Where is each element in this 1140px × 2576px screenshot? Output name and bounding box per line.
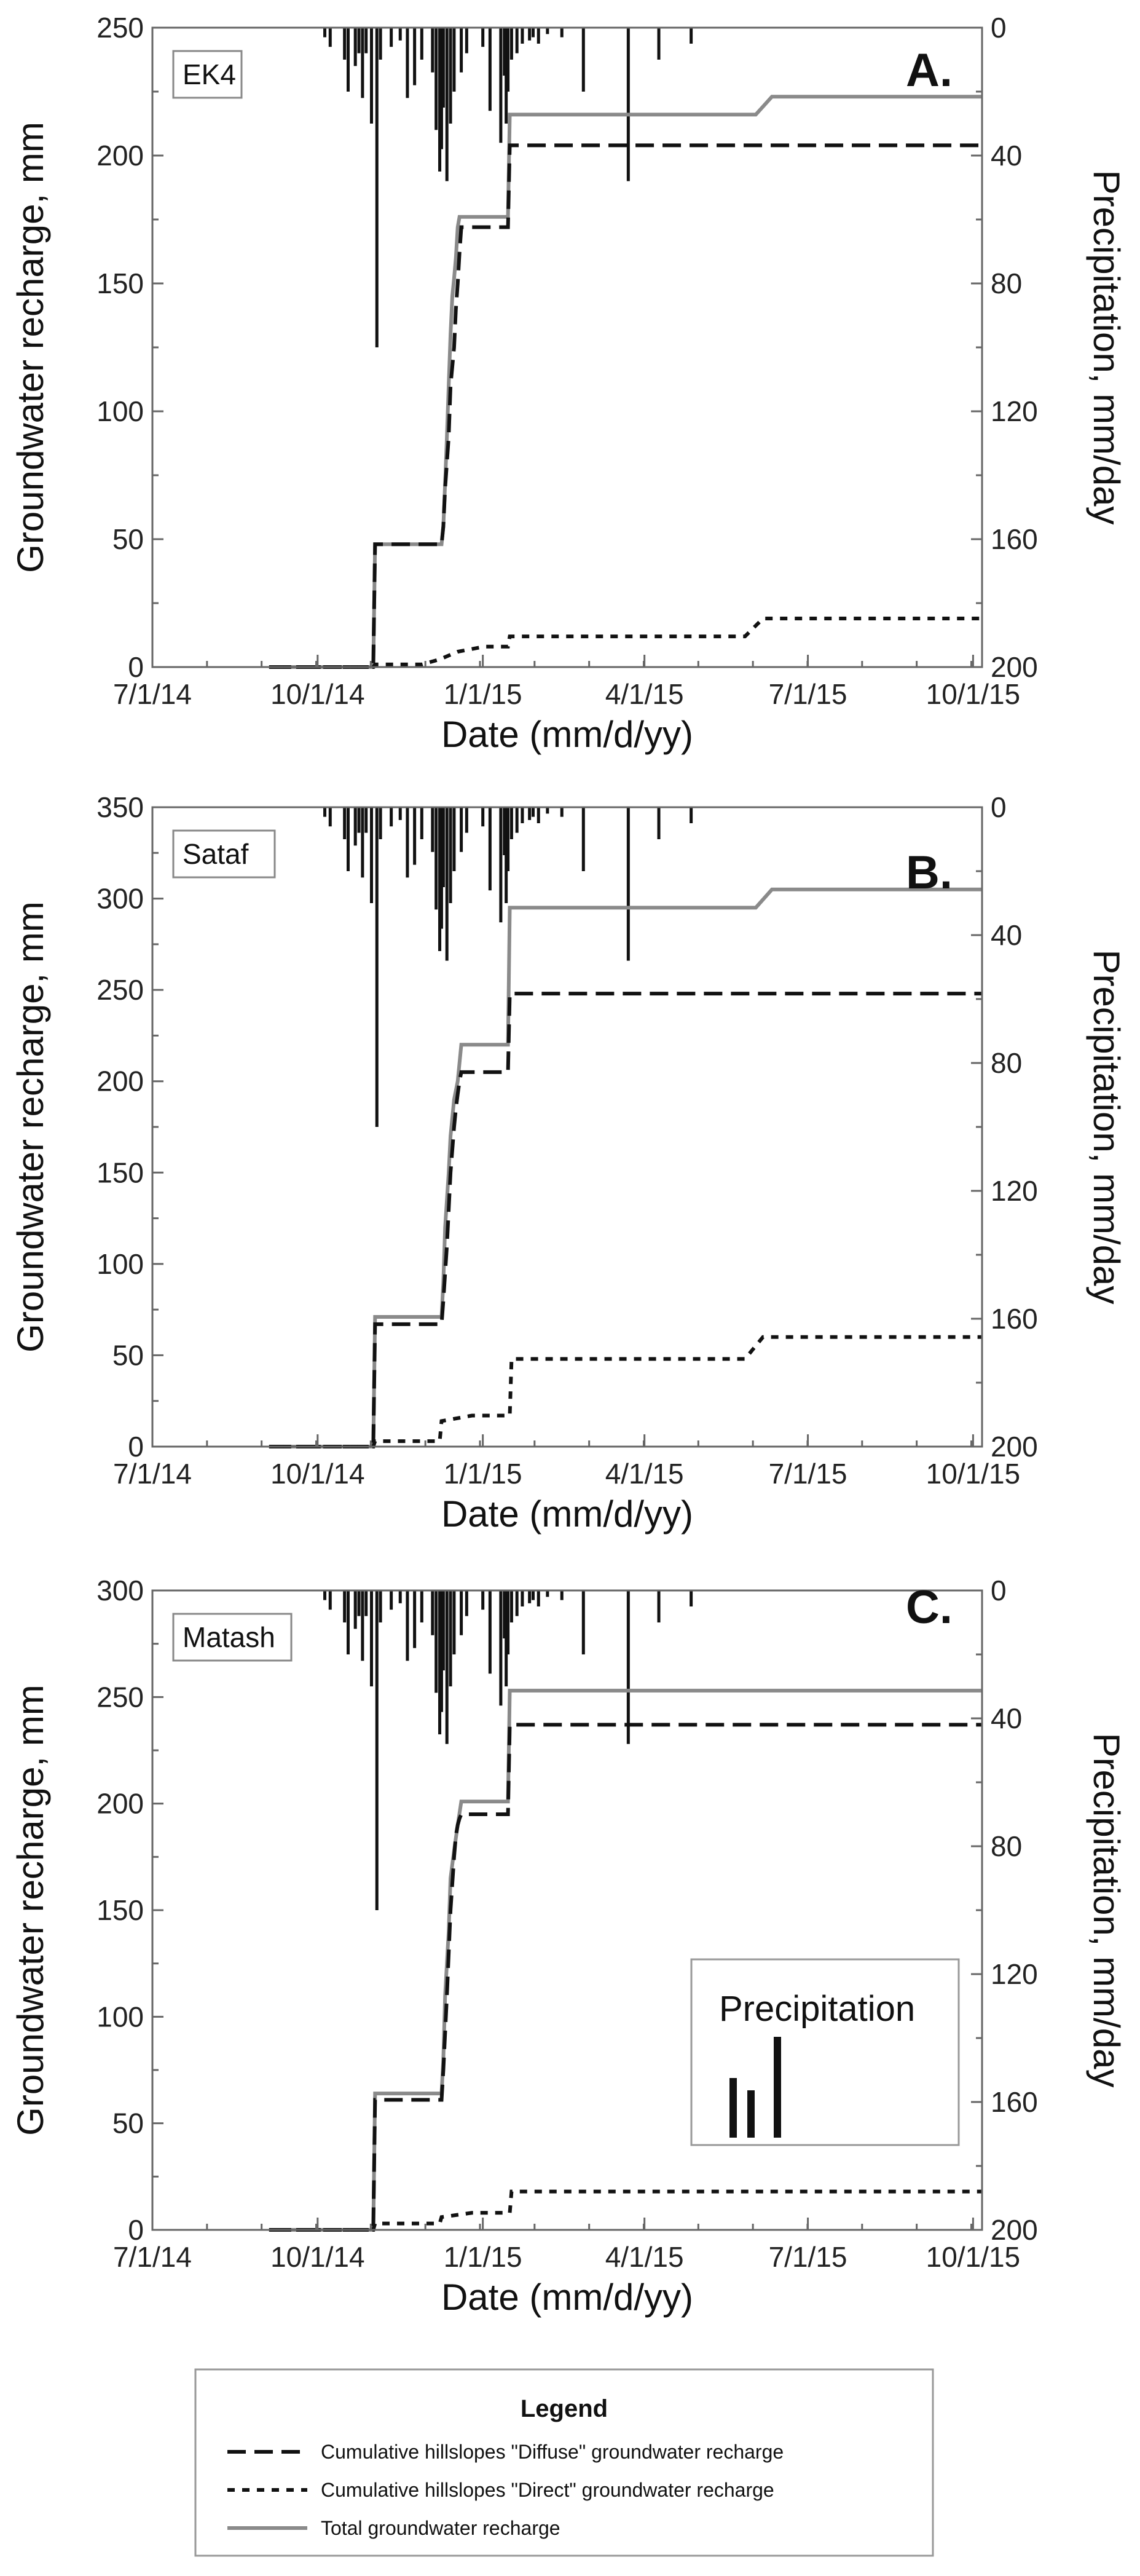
precipitation-inset-legend: Precipitation	[690, 1958, 960, 2146]
y2-tick-label: 200	[991, 651, 1038, 683]
y-tick-label: 0	[128, 1431, 144, 1463]
y-tick-label: 350	[96, 791, 144, 823]
total-recharge-line	[269, 887, 982, 1448]
y2-tick-label: 200	[991, 2214, 1038, 2246]
x-tick-label: 7/1/14	[113, 2241, 192, 2273]
x-tick-label: 10/1/15	[926, 678, 1020, 710]
y-tick-label: 150	[96, 1894, 144, 1926]
legend-title: Legend	[521, 2395, 608, 2422]
direct-recharge-line	[269, 1335, 982, 1448]
site-label: EK4	[183, 58, 236, 90]
x-tick-label: 1/1/15	[444, 1458, 522, 1490]
y-axis-title: Groundwater recharge, mm	[10, 901, 51, 1353]
x-tick-label: 7/1/15	[769, 678, 847, 710]
y2-tick-label: 160	[991, 523, 1038, 555]
plot-frame	[151, 26, 983, 668]
direct-recharge-line	[269, 617, 982, 669]
chart-panel-matash: 0 50 100 150 200 250 300 0 40 80 120 160 200 7/1/14 10…	[10, 1574, 1127, 2318]
site-label: Matash	[183, 1621, 275, 1653]
plot-frame	[151, 806, 983, 1448]
x-tick-label: 4/1/15	[605, 678, 684, 710]
x-tick-label: 10/1/15	[926, 1458, 1020, 1490]
legend-direct-label: Cumulative hillslopes "Direct" groundwat…	[321, 2479, 774, 2501]
y-tick-label: 200	[96, 1065, 144, 1097]
legend: Legend Cumulative hillslopes "Diffuse" g…	[194, 2368, 934, 2557]
chart-panel-sataf: 0 50 100 150 200 250 300 350 0 40 80 120 160 200 7/1/1…	[10, 791, 1127, 1535]
y-tick-label: 300	[96, 1574, 144, 1606]
inset-legend-title: Precipitation	[719, 1989, 915, 2029]
y-tick-label: 250	[96, 12, 144, 44]
y-tick-label: 150	[96, 1156, 144, 1188]
y2-axis-title: Precipitation, mm/day	[1086, 1733, 1127, 2088]
x-tick-label: 7/1/14	[113, 678, 192, 710]
y2-tick-label: 40	[991, 140, 1022, 172]
y2-tick-label: 0	[991, 1574, 1007, 1606]
legend-total-label: Total groundwater recharge	[321, 2517, 560, 2539]
y2-tick-label: 40	[991, 919, 1022, 951]
y-tick-label: 200	[96, 1788, 144, 1820]
y-tick-label: 50	[112, 1339, 144, 1371]
x-tick-label: 1/1/15	[444, 678, 522, 710]
y2-tick-label: 80	[991, 267, 1022, 299]
legend-box	[194, 2368, 934, 2557]
y-tick-label: 50	[112, 2108, 144, 2139]
x-tick-label: 7/1/15	[769, 1458, 847, 1490]
y2-tick-label: 200	[991, 1431, 1038, 1463]
y-tick-label: 100	[96, 1248, 144, 1280]
x-axis-title: Date (mm/d/yy)	[441, 714, 693, 755]
site-label-box	[172, 1613, 293, 1662]
x-tick-label: 7/1/15	[769, 2241, 847, 2273]
y-axis-title: Groundwater recharge, mm	[10, 122, 51, 573]
y2-tick-label: 40	[991, 1702, 1022, 1734]
y2-axis-title: Precipitation, mm/day	[1086, 170, 1127, 525]
site-label-box	[172, 50, 243, 99]
y2-tick-label: 120	[991, 395, 1038, 427]
x-tick-label: 10/1/14	[270, 1458, 364, 1490]
site-label-box	[172, 829, 276, 879]
y2-tick-label: 120	[991, 1175, 1038, 1207]
site-label: Sataf	[183, 838, 249, 870]
total-recharge-line	[269, 95, 982, 669]
panel-letter: B.	[906, 847, 953, 899]
diffuse-recharge-line	[269, 1723, 982, 2232]
y-axis-title: Groundwater recharge, mm	[10, 1685, 51, 2136]
legend-diffuse-label: Cumulative hillslopes "Diffuse" groundwa…	[321, 2441, 784, 2463]
y-tick-label: 250	[96, 1681, 144, 1713]
diffuse-recharge-line	[269, 992, 982, 1448]
y2-tick-label: 160	[991, 1303, 1038, 1335]
y-tick-label: 250	[96, 974, 144, 1006]
x-tick-label: 10/1/14	[270, 2241, 364, 2273]
y-tick-label: 150	[96, 267, 144, 299]
y2-tick-label: 120	[991, 1958, 1038, 1990]
y2-axis-title: Precipitation, mm/day	[1086, 950, 1127, 1305]
chart-panel-ek4: 0 50 100 150 200 250 0 40 80 120 160 200 7/1/14 10/1/…	[10, 12, 1127, 755]
y2-tick-label: 0	[991, 12, 1007, 44]
x-tick-label: 4/1/15	[605, 1458, 684, 1490]
x-tick-label: 4/1/15	[605, 2241, 684, 2273]
y2-tick-label: 80	[991, 1830, 1022, 1862]
y-tick-label: 50	[112, 523, 144, 555]
y2-tick-label: 0	[991, 791, 1007, 823]
panel-letter: C.	[906, 1581, 953, 1634]
y-tick-label: 0	[128, 651, 144, 683]
x-tick-label: 10/1/15	[926, 2241, 1020, 2273]
y-tick-label: 100	[96, 395, 144, 427]
y-tick-label: 0	[128, 2214, 144, 2246]
x-axis-title: Date (mm/d/yy)	[441, 1493, 693, 1535]
y2-tick-label: 160	[991, 2086, 1038, 2118]
y-tick-label: 300	[96, 883, 144, 915]
x-axis-title: Date (mm/d/yy)	[441, 2277, 693, 2318]
y-tick-label: 200	[96, 140, 144, 172]
y-tick-label: 100	[96, 2001, 144, 2033]
direct-recharge-line	[269, 2189, 982, 2232]
panel-letter: A.	[906, 44, 953, 97]
diffuse-recharge-line	[269, 143, 982, 669]
y2-tick-label: 80	[991, 1047, 1022, 1079]
x-tick-label: 10/1/14	[270, 678, 364, 710]
x-tick-label: 7/1/14	[113, 1458, 192, 1490]
x-tick-label: 1/1/15	[444, 2241, 522, 2273]
